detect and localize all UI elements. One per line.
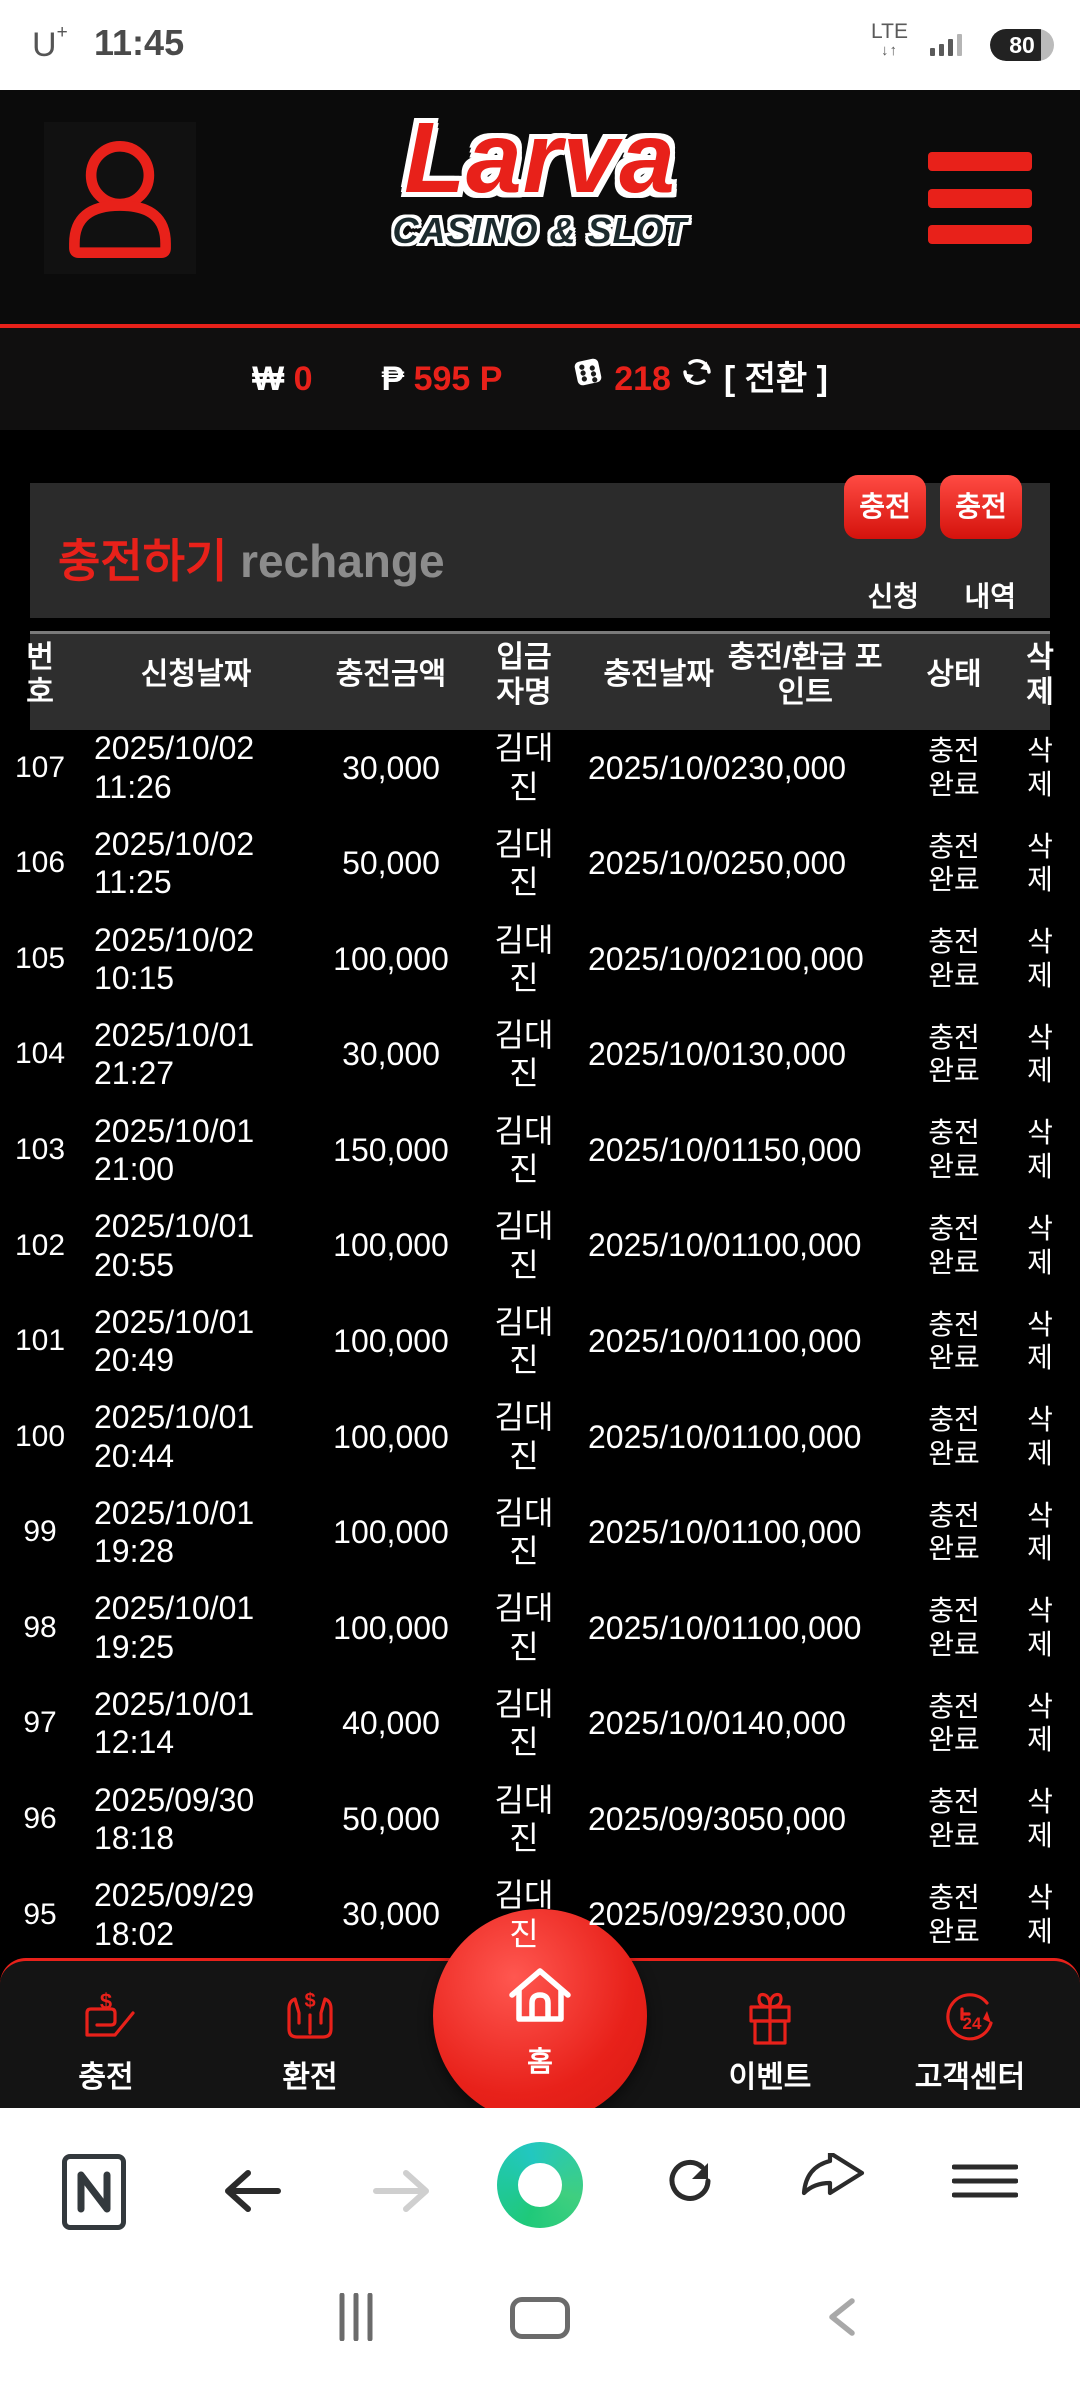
svg-text:$: $ [304,1990,315,2012]
svg-text:24: 24 [963,2014,982,2033]
